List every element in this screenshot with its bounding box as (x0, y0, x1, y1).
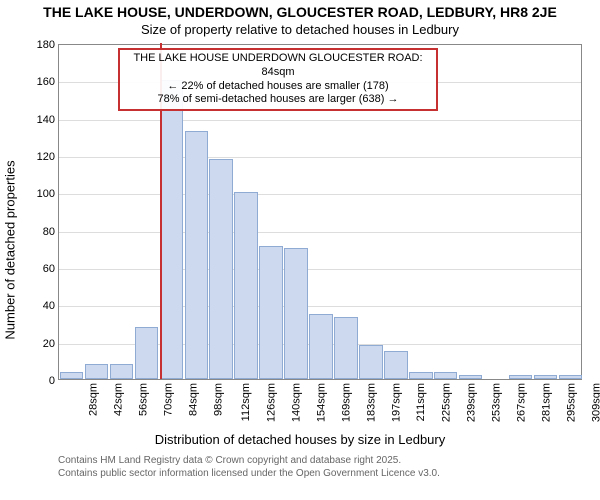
y-tick-label: 0 (49, 375, 55, 387)
histogram-bar (559, 375, 582, 379)
y-tick-label: 180 (37, 39, 55, 51)
gridline (59, 157, 581, 158)
x-tick-label: 253sqm (490, 383, 502, 422)
histogram-bar (160, 80, 183, 379)
x-tick-label: 84sqm (188, 383, 200, 416)
x-tick-label: 267sqm (515, 383, 527, 422)
x-tick-label: 183sqm (366, 383, 378, 422)
chart-title-line1: THE LAKE HOUSE, UNDERDOWN, GLOUCESTER RO… (0, 4, 600, 20)
x-tick-label: 197sqm (390, 383, 402, 422)
histogram-bar (234, 192, 257, 379)
histogram-bar (409, 372, 432, 379)
x-tick-label: 56sqm (138, 383, 150, 416)
x-tick-label: 211sqm (415, 383, 427, 421)
y-tick-label: 20 (43, 338, 55, 350)
x-tick-label: 309sqm (590, 383, 600, 422)
histogram-bar (110, 364, 133, 379)
attribution-line1: Contains HM Land Registry data © Crown c… (58, 454, 440, 467)
attribution-text: Contains HM Land Registry data © Crown c… (58, 454, 440, 480)
y-tick-label: 60 (43, 263, 55, 275)
callout-box: THE LAKE HOUSE UNDERDOWN GLOUCESTER ROAD… (118, 48, 438, 111)
histogram-bar (284, 248, 307, 379)
histogram-bar (534, 375, 557, 379)
histogram-bar (509, 375, 532, 379)
histogram-bar (434, 372, 457, 379)
y-tick-label: 100 (37, 188, 55, 200)
gridline (59, 194, 581, 195)
histogram-bar (359, 345, 382, 379)
callout-line3: 78% of semi-detached houses are larger (… (126, 93, 430, 107)
x-tick-label: 28sqm (88, 383, 100, 416)
x-tick-label: 225sqm (440, 383, 452, 422)
y-tick-label: 160 (37, 76, 55, 88)
x-tick-label: 169sqm (341, 383, 353, 422)
gridline (59, 269, 581, 270)
chart-title-line2: Size of property relative to detached ho… (0, 22, 600, 37)
x-axis-label: Distribution of detached houses by size … (0, 432, 600, 447)
x-tick-label: 295sqm (565, 383, 577, 422)
callout-line1: THE LAKE HOUSE UNDERDOWN GLOUCESTER ROAD… (126, 52, 430, 80)
x-tick-label: 42sqm (113, 383, 125, 416)
histogram-bar (459, 375, 482, 379)
x-tick-label: 281sqm (540, 383, 552, 422)
x-tick-label: 140sqm (291, 383, 303, 422)
callout-line2: ← 22% of detached houses are smaller (17… (126, 80, 430, 94)
gridline (59, 232, 581, 233)
x-tick-label: 239sqm (465, 383, 477, 422)
histogram-bar (259, 246, 282, 379)
histogram-bar (309, 314, 332, 379)
histogram-bar (209, 159, 232, 379)
y-tick-label: 80 (43, 226, 55, 238)
histogram-bar (334, 317, 357, 379)
y-tick-label: 120 (37, 151, 55, 163)
histogram-bar (384, 351, 407, 379)
y-tick-label: 140 (37, 114, 55, 126)
attribution-line2: Contains public sector information licen… (58, 467, 440, 480)
histogram-bar (185, 131, 208, 379)
histogram-bar (135, 327, 158, 379)
gridline (59, 120, 581, 121)
x-tick-label: 70sqm (163, 383, 175, 416)
x-tick-label: 112sqm (240, 383, 252, 421)
x-tick-label: 98sqm (213, 383, 225, 416)
gridline (59, 306, 581, 307)
x-tick-label: 126sqm (266, 383, 278, 422)
y-tick-label: 40 (43, 300, 55, 312)
histogram-bar (85, 364, 108, 379)
histogram-bar (60, 372, 83, 379)
x-tick-label: 154sqm (316, 383, 328, 422)
y-axis-label: Number of detached properties (3, 160, 18, 339)
